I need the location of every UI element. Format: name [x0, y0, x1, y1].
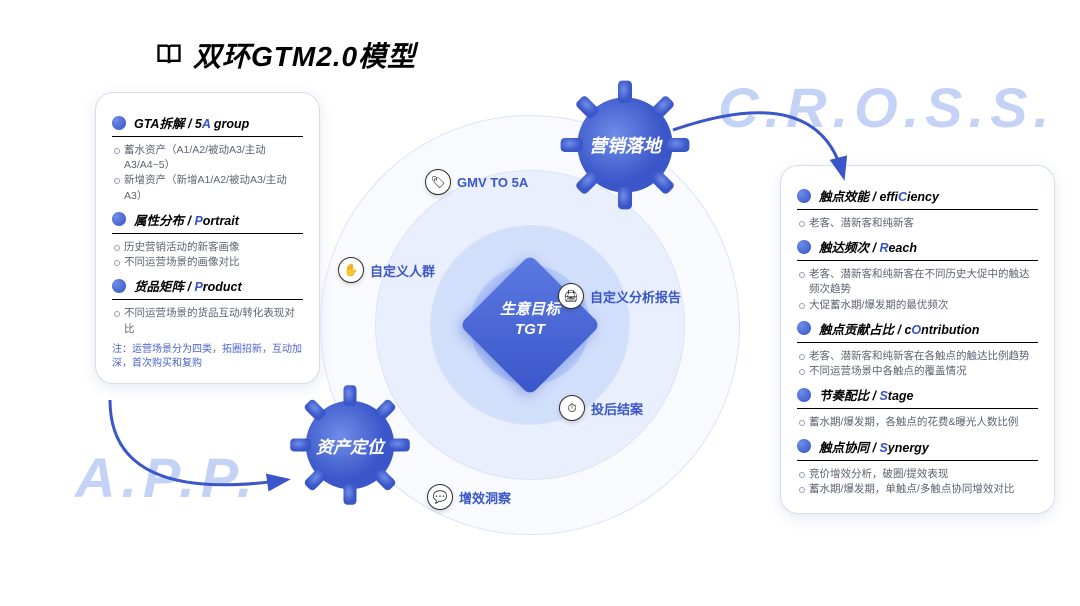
section-header: 触达频次 / Reach — [797, 237, 1038, 256]
satellite-label: 增效洞察 — [459, 488, 511, 507]
gear-asset: 资产定位 — [285, 380, 415, 510]
divider — [797, 342, 1038, 343]
diamond-line2: TGT — [515, 321, 545, 338]
section-header: 触点效能 / effiCiency — [797, 186, 1038, 205]
satellite-item: ✋ 自定义人群 — [338, 257, 435, 283]
section-title: 属性分布 / Portrait — [134, 210, 239, 229]
bullet-dot — [797, 388, 811, 402]
section-item: 老客、潜新客和纯新客在不同历史大促中的触达频次趋势 — [799, 267, 1038, 297]
page-title-row: 双环GTM2.0模型 — [155, 35, 416, 75]
gear-marketing: 营销落地 — [555, 75, 695, 215]
bullet-dot — [797, 189, 811, 203]
divider — [797, 260, 1038, 261]
satellite-icon: 💬 — [427, 484, 453, 510]
section-header: 货品矩阵 / Product — [112, 276, 303, 295]
divider — [797, 460, 1038, 461]
section-item: 蓄水期/爆发期，单触点/多触点协同增效对比 — [799, 482, 1038, 497]
section-item: 竞价增效分析，破圈/提效表现 — [799, 467, 1038, 482]
section-item: 新增资产（新增A1/A2/被动A3/主动A3） — [114, 173, 303, 203]
page-title: 双环GTM2.0模型 — [193, 35, 416, 75]
panel-app: GTA拆解 / 5A group 蓄水资产（A1/A2/被动A3/主动A3/A4~… — [95, 92, 320, 384]
section-items: 老客、潜新客和纯新客在各触点的触达比例趋势不同运营场景中各触点的覆盖情况 — [797, 349, 1038, 379]
section-title: GTA拆解 / 5A group — [134, 113, 249, 132]
section-items: 不同运营场景的货品互动/转化表现对比 — [112, 306, 303, 336]
satellite-label: GMV TO 5A — [457, 175, 528, 190]
section-item: 蓄水期/爆发期，各触点的花费&曝光人数比例 — [799, 415, 1038, 430]
divider — [797, 209, 1038, 210]
section-items: 蓄水资产（A1/A2/被动A3/主动A3/A4~5）新增资产（新增A1/A2/被… — [112, 143, 303, 204]
watermark-app: A.P.P. — [75, 445, 258, 510]
satellite-icon: 🏷 — [425, 169, 451, 195]
bullet-dot — [797, 439, 811, 453]
section-item: 蓄水资产（A1/A2/被动A3/主动A3/A4~5） — [114, 143, 303, 173]
watermark-cross: C.R.O.S.S. — [718, 75, 1055, 140]
diamond-line1: 生意目标 — [500, 301, 560, 318]
satellite-icon: ✋ — [338, 257, 364, 283]
bullet-dot — [112, 116, 126, 130]
gear-asset-label: 资产定位 — [316, 433, 384, 458]
section-item: 不同运营场景的货品互动/转化表现对比 — [114, 306, 303, 336]
section-title: 触点效能 / effiCiency — [819, 186, 939, 205]
panel-cross: 触点效能 / effiCiency 老客、潜新客和纯新客触达频次 / Reach 老… — [780, 165, 1055, 514]
satellite-item: 🏷 GMV TO 5A — [425, 169, 528, 195]
gear-marketing-label: 营销落地 — [589, 132, 661, 158]
satellite-item: 💬 增效洞察 — [427, 484, 511, 510]
section-items: 老客、潜新客和纯新客在不同历史大促中的触达频次趋势大促蓄水期/爆发期的最优频次 — [797, 267, 1038, 313]
section-header: 属性分布 / Portrait — [112, 210, 303, 229]
section-title: 触点协同 / Synergy — [819, 437, 929, 456]
section-items: 老客、潜新客和纯新客 — [797, 216, 1038, 231]
divider — [797, 408, 1038, 409]
section-title: 节奏配比 / Stage — [819, 385, 913, 404]
bullet-dot — [112, 212, 126, 226]
panel-note: 注：运营场景分为四类，拓圈招新，互动加深，首次购买和复购 — [112, 343, 303, 371]
divider — [112, 136, 303, 137]
bullet-dot — [797, 321, 811, 335]
satellite-label: 自定义人群 — [370, 261, 435, 280]
satellite-label: 投后结案 — [591, 399, 643, 418]
satellite-icon: 🖨 — [558, 283, 584, 309]
section-items: 竞价增效分析，破圈/提效表现蓄水期/爆发期，单触点/多触点协同增效对比 — [797, 467, 1038, 497]
section-items: 历史营销活动的新客画像不同运营场景的画像对比 — [112, 240, 303, 270]
satellite-label: 自定义分析报告 — [590, 287, 681, 306]
satellite-item: ⏱ 投后结案 — [559, 395, 643, 421]
section-header: 触点协同 / Synergy — [797, 437, 1038, 456]
book-icon — [155, 41, 183, 69]
section-item: 老客、潜新客和纯新客 — [799, 216, 1038, 231]
section-title: 触达频次 / Reach — [819, 237, 917, 256]
divider — [112, 233, 303, 234]
section-item: 历史营销活动的新客画像 — [114, 240, 303, 255]
section-header: 触点贡献占比 / cOntribution — [797, 319, 1038, 338]
section-item: 老客、潜新客和纯新客在各触点的触达比例趋势 — [799, 349, 1038, 364]
section-item: 不同运营场景的画像对比 — [114, 255, 303, 270]
section-items: 蓄水期/爆发期，各触点的花费&曝光人数比例 — [797, 415, 1038, 430]
satellite-icon: ⏱ — [559, 395, 585, 421]
bullet-dot — [797, 240, 811, 254]
section-item: 大促蓄水期/爆发期的最优频次 — [799, 298, 1038, 313]
section-header: 节奏配比 / Stage — [797, 385, 1038, 404]
section-title: 触点贡献占比 / cOntribution — [819, 319, 979, 338]
section-item: 不同运营场景中各触点的覆盖情况 — [799, 364, 1038, 379]
section-header: GTA拆解 / 5A group — [112, 113, 303, 132]
section-title: 货品矩阵 / Product — [134, 276, 242, 295]
satellite-item: 🖨 自定义分析报告 — [558, 283, 681, 309]
divider — [112, 299, 303, 300]
bullet-dot — [112, 279, 126, 293]
